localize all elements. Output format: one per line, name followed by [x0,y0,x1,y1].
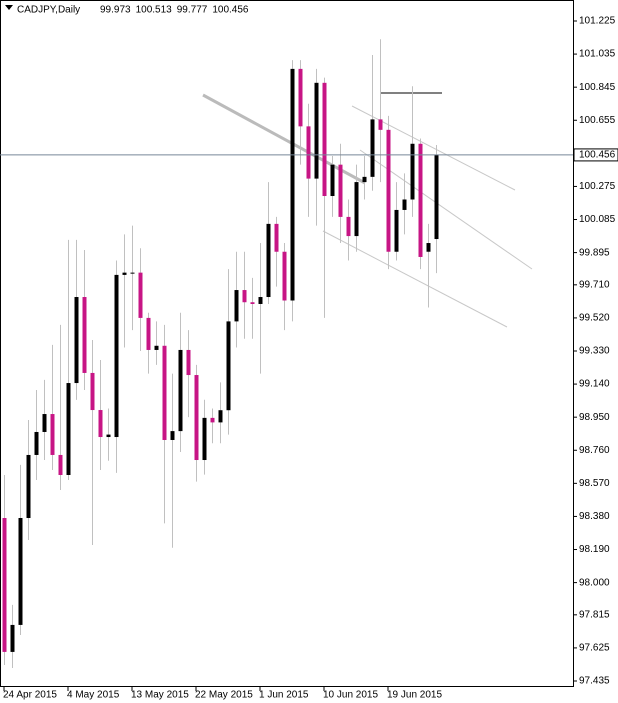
y-tick-label: 100.085 [579,214,616,225]
candle-body [378,119,383,130]
y-tick-label: 99.710 [579,279,610,290]
candle-body [434,154,439,240]
y-tick-label: 98.570 [579,478,610,489]
candle-body [26,454,31,519]
candle-body [146,317,151,350]
x-tick-label: 10 Jun 2015 [323,690,378,701]
y-tick-label: 98.950 [579,412,610,423]
candle-body [162,345,167,440]
candle-body [338,164,343,217]
candle-body [58,454,63,475]
candle-body [186,349,191,376]
y-tick-label: 100.275 [579,181,616,192]
candle-body [18,518,23,625]
candle-body [266,223,271,298]
candle-body [330,164,335,197]
x-tick-label: 1 Jun 2015 [259,690,309,701]
candle-body [402,199,407,210]
candle-body [298,68,303,127]
candle-body [306,126,311,179]
candle-body [242,290,247,303]
candle-body [82,297,87,373]
current-price-box [573,148,618,162]
candle-body [66,383,71,475]
y-tick-label: 99.140 [579,379,610,390]
y-tick-label: 98.190 [579,544,610,555]
y-tick-label: 97.815 [579,609,610,620]
candle-body [362,176,367,183]
candle-body [290,68,295,301]
candle-body [314,82,319,179]
y-tick-label: 100.655 [579,115,616,126]
menu-arrow [5,5,13,10]
candle-body [194,375,199,461]
x-tick-label: 22 May 2015 [195,690,253,701]
candle-body [42,414,47,432]
x-tick-label: 19 Jun 2015 [387,690,442,701]
candle-body [346,216,351,237]
candle-body [130,272,135,274]
candle-body [226,321,231,411]
candle-body [202,417,207,461]
candle-body [426,243,431,252]
candle-body [282,251,287,301]
candle-body [234,290,239,322]
candle-body [386,129,391,252]
current-price-label: 100.456 [579,150,616,161]
candle-body [154,345,159,350]
candle-body [34,431,39,455]
ohlc-value: 100.513 [136,5,173,16]
candle-body [50,414,55,455]
candle-body [274,223,279,252]
ohlc-value: 99.973 [100,5,131,16]
candle-body [370,119,375,177]
ohlc-header: 99.973 100.513 99.777 100.456 [100,5,249,16]
trend-line [202,93,366,185]
candle-body [218,410,223,423]
candle-body [170,431,175,440]
candle-body [114,274,119,438]
candle-body [394,209,399,252]
ohlc-value: 99.777 [177,5,208,16]
candle-body [10,624,15,652]
candle-body [418,143,423,257]
y-tick-label: 98.380 [579,511,610,522]
ohlc-value: 100.456 [212,5,249,16]
y-tick-label: 99.520 [579,313,610,324]
y-tick-label: 101.225 [579,16,616,27]
candle-body [354,182,359,237]
y-tick-label: 98.760 [579,445,610,456]
y-tick-label: 97.625 [579,643,610,654]
candle-body [74,297,79,384]
candle-body [122,272,127,275]
x-tick-label: 4 May 2015 [67,690,120,701]
y-tick-label: 98.000 [579,577,610,588]
y-tick-label: 100.845 [579,82,616,93]
candle-body [138,272,143,318]
x-tick-label: 24 Apr 2015 [3,690,57,701]
y-tick-label: 99.330 [579,346,610,357]
y-tick-label: 97.435 [579,676,610,687]
candle-body [322,82,327,197]
x-tick-label: 13 May 2015 [131,690,189,701]
channel-line [322,230,508,328]
candle-body [210,417,215,423]
y-tick-label: 99.895 [579,247,610,258]
candle-body [258,297,263,304]
candle-body [178,349,183,432]
y-tick-label: 101.035 [579,49,616,60]
candle-body [106,434,111,438]
candle-body [90,372,95,411]
candle-body [98,410,103,438]
candle-body [2,518,7,652]
candle-body [410,143,415,200]
candle-body [250,302,255,304]
chart-title: CADJPY,Daily [17,5,80,16]
plot-frame [0,0,574,687]
